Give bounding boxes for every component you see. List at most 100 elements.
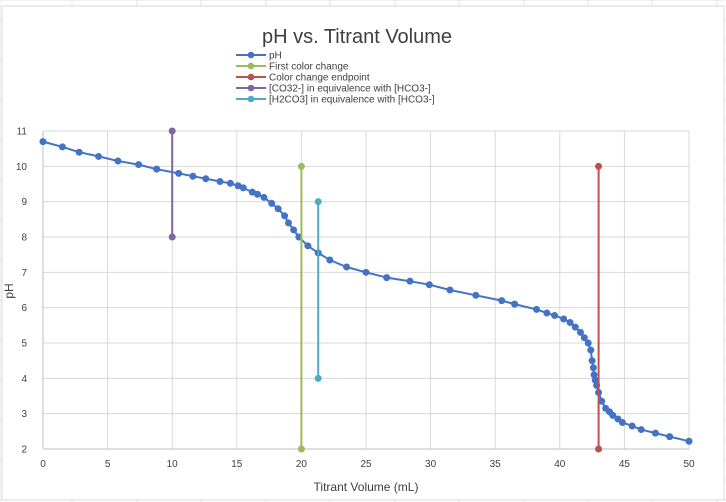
- x-tick-label: 30: [425, 459, 437, 470]
- data-point: [304, 242, 312, 250]
- y-axis-label: pH: [2, 283, 16, 298]
- data-point: [189, 172, 197, 180]
- x-axis-label: Titrant Volume (mL): [314, 480, 419, 494]
- data-point: [560, 315, 568, 323]
- x-tick-label: 25: [360, 459, 372, 470]
- data-point: [685, 437, 693, 445]
- data-point: [628, 422, 636, 430]
- legend-item: First color change: [236, 62, 349, 73]
- data-point: [472, 291, 480, 299]
- series-group: [39, 127, 693, 453]
- chart-area: [1, 5, 725, 501]
- y-tick-label: 2: [21, 445, 27, 456]
- y-tick-label: 8: [21, 233, 27, 244]
- data-point: [95, 152, 103, 160]
- data-point: [284, 219, 292, 227]
- data-point: [168, 127, 176, 135]
- data-point: [498, 297, 506, 305]
- x-tick-label: 50: [683, 459, 695, 470]
- data-point: [75, 148, 83, 156]
- x-tick-label: 45: [619, 459, 631, 470]
- legend-item: [H2CO3] in equivalence with [HCO3-]: [236, 95, 435, 106]
- data-point: [533, 305, 541, 313]
- data-point: [202, 175, 210, 183]
- series-2: [595, 162, 603, 453]
- x-tick-labels: 0 5 10 15 20 25 30 35 40 45 50: [40, 459, 695, 470]
- data-point: [326, 256, 334, 264]
- x-tick-label: 15: [231, 459, 243, 470]
- data-point: [274, 205, 282, 213]
- x-tick-label: 0: [40, 459, 46, 470]
- data-point: [580, 334, 588, 342]
- data-point: [58, 143, 66, 151]
- data-point: [588, 357, 596, 365]
- legend-label: [CO32-] in equivalence with [HCO3-]: [269, 84, 431, 95]
- legend-label: Color change endpoint: [269, 73, 370, 84]
- data-point: [595, 162, 603, 170]
- data-point: [239, 184, 247, 192]
- legend-swatch-marker: [247, 51, 255, 59]
- y-tick-label: 3: [21, 409, 27, 420]
- y-tick-label: 9: [21, 197, 27, 208]
- data-point: [268, 199, 276, 207]
- data-point: [226, 179, 234, 187]
- data-point: [216, 178, 224, 186]
- data-point: [175, 169, 183, 177]
- axes: [42, 131, 689, 450]
- data-point: [314, 198, 322, 206]
- data-point: [543, 309, 551, 317]
- x-tick-label: 20: [296, 459, 308, 470]
- data-point: [595, 445, 603, 453]
- data-point: [362, 268, 370, 276]
- legend-swatch-marker: [247, 62, 255, 70]
- legend-label: pH: [269, 51, 282, 62]
- y-tick-labels: 2 3 4 5 6 7 8 9 10 11: [16, 127, 28, 456]
- data-point: [576, 328, 584, 336]
- data-point: [290, 226, 298, 234]
- data-point: [590, 371, 598, 379]
- series-4: [314, 198, 322, 382]
- y-tick-label: 4: [21, 374, 27, 385]
- legend-label: First color change: [269, 62, 349, 73]
- data-point: [114, 157, 122, 165]
- data-point: [598, 397, 606, 405]
- data-point: [591, 376, 599, 384]
- data-point: [566, 319, 574, 327]
- data-point: [584, 339, 592, 347]
- data-point: [511, 300, 519, 308]
- data-point: [260, 193, 268, 201]
- data-point: [637, 426, 645, 434]
- legend-item: Color change endpoint: [236, 73, 370, 84]
- data-point: [135, 161, 143, 169]
- data-point: [651, 429, 659, 437]
- data-point: [589, 364, 597, 372]
- x-tick-label: 35: [490, 459, 502, 470]
- legend-swatch-marker: [247, 73, 255, 81]
- chart-title: pH vs. Titrant Volume: [262, 26, 452, 48]
- legend-swatch-marker: [247, 95, 255, 103]
- legend-item: pH: [236, 51, 282, 62]
- data-point: [297, 445, 305, 453]
- series-3: [168, 127, 176, 241]
- data-point: [39, 138, 47, 146]
- legend-label: [H2CO3] in equivalence with [HCO3-]: [269, 95, 435, 106]
- legend-item: [CO32-] in equivalence with [HCO3-]: [236, 84, 431, 95]
- y-tick-label: 5: [21, 339, 27, 350]
- y-tick-label: 7: [21, 268, 27, 279]
- data-point: [666, 433, 674, 441]
- data-point: [253, 190, 261, 198]
- y-tick-label: 10: [16, 162, 28, 173]
- data-point: [406, 277, 414, 285]
- data-point: [446, 286, 454, 294]
- x-tick-label: 40: [554, 459, 566, 470]
- data-point: [571, 323, 579, 331]
- data-point: [551, 311, 559, 319]
- y-tick-label: 11: [17, 127, 28, 138]
- data-point: [168, 233, 176, 241]
- data-point: [297, 162, 305, 170]
- data-point: [587, 346, 595, 354]
- data-point: [281, 212, 289, 220]
